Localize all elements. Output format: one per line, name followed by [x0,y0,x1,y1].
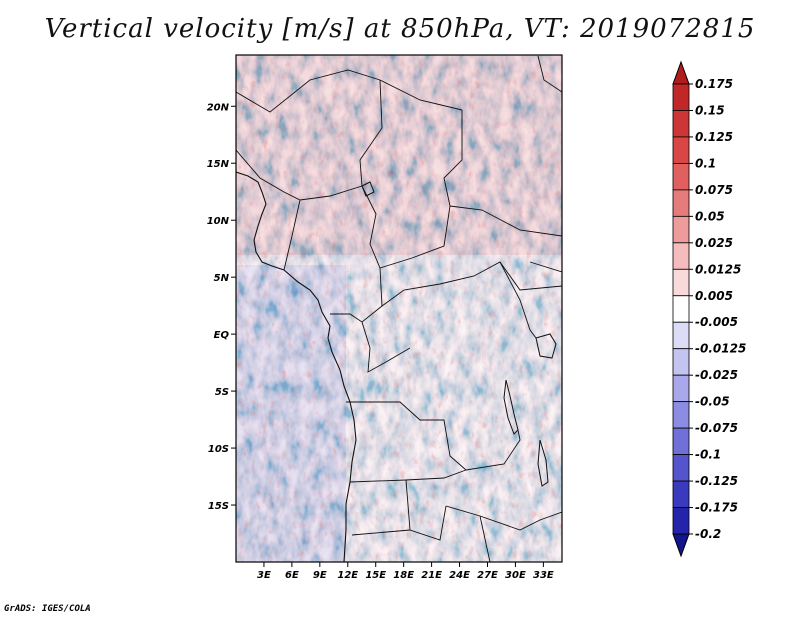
colorbar-swatch [672,374,690,403]
colorbar-swatch [672,163,690,191]
colorbar-label: 0.05 [695,209,725,223]
coastline [236,171,357,562]
colorbar-swatch [672,454,690,482]
colorbar: 0.175 0.15 0.125 0.1 0.075 0.05 0.025 0.0125 0.0… [672,60,746,558]
colorbar-label: -0.125 [695,474,738,488]
map-plot-area [236,55,562,562]
colorbar-label: 0.125 [695,130,733,144]
latitude-axis: 20N 15N 10N 5N EQ 5S 10S 15S [207,102,236,512]
country-borders [236,55,562,562]
texture-red [236,55,562,562]
colorbar-swatch [672,348,690,376]
colorbar-swatch [672,110,690,138]
colorbar-swatch [672,507,690,535]
colorbar-swatch [672,427,690,455]
lat-tick-label: 15S [208,501,229,512]
lon-tick-label: 18E [393,570,414,581]
colorbar-label: -0.025 [695,368,738,382]
colorbar-label: -0.1 [695,448,721,462]
lat-tick-label: 20N [207,102,230,113]
lon-tick-label: 27E [477,570,498,581]
longitude-axis: 3E 6E 9E 12E 15E 18E 21E 24E 27E 30E 33E [257,562,554,581]
lake-tanganyika [503,379,519,435]
lon-tick-label: 12E [337,570,358,581]
colorbar-top-arrow [672,60,690,85]
lon-tick-label: 30E [505,570,526,581]
map-title: Vertical velocity [m/s] at 850hPa, VT: 2… [44,14,756,44]
colorbar-label: -0.2 [695,527,721,541]
colorbar-label: 0.0125 [695,262,741,276]
colorbar-swatch [672,480,690,508]
colorbar-swatch [672,321,690,350]
colorbar-label: 0.025 [695,236,733,250]
map-frame [235,54,563,563]
colorbar-swatch [672,295,690,323]
lat-tick-label: 5N [214,273,230,284]
colorbar-label: -0.075 [695,421,738,435]
lat-tick-label: 10S [208,444,229,455]
colorbar-label: 0.005 [695,289,733,303]
lat-tick-label: 10N [207,216,230,227]
colorbar-swatch [672,401,690,429]
lat-tick-label: EQ [214,330,230,341]
lake-malawi [537,439,549,487]
lat-tick-label: 5S [215,387,229,398]
colorbar-label: -0.0125 [695,342,746,356]
colorbar-swatch [672,215,690,244]
colorbar-swatch [672,268,690,297]
lake-victoria [535,333,557,359]
lat-tick-label: 15N [207,159,230,170]
colorbar-label: -0.05 [695,395,730,409]
colorbar-swatch [672,242,690,270]
grads-credit: GrADS: IGES/COLA [4,604,91,614]
colorbar-swatch [672,83,690,111]
colorbar-label: -0.005 [695,315,738,329]
lon-tick-label: 3E [257,570,271,581]
colorbar-label: -0.175 [695,501,738,515]
colorbar-label: 0.1 [695,156,716,170]
colorbar-swatch [672,136,690,164]
colorbar-label: 0.175 [695,77,733,91]
lon-tick-label: 21E [421,570,442,581]
colorbar-label: 0.075 [695,183,733,197]
colorbar-swatch [672,189,690,217]
lon-tick-label: 15E [365,570,386,581]
lon-tick-label: 24E [449,570,470,581]
lon-tick-label: 33E [533,570,554,581]
lake-chad [361,181,375,197]
colorbar-label: 0.15 [695,103,725,117]
colorbar-bottom-arrow [672,533,690,558]
lon-tick-label: 9E [313,570,327,581]
lon-tick-label: 6E [285,570,299,581]
